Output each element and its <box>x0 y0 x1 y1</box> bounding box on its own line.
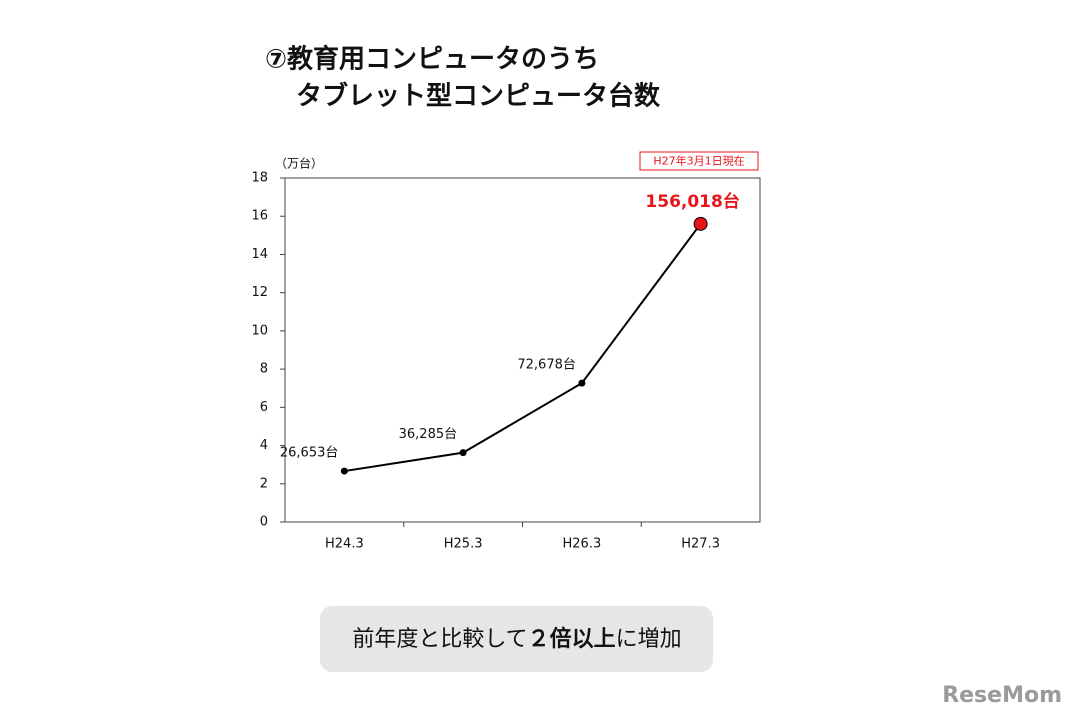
x-tick-label: H25.3 <box>444 537 483 552</box>
y-tick-label: 4 <box>260 438 268 453</box>
annotation: H27年3月1日現在 <box>653 154 744 168</box>
y-tick-label: 10 <box>251 323 268 338</box>
callout: 前年度と比較して２倍以上に増加 <box>352 626 681 652</box>
callout-emphasis: ２倍以上 <box>528 626 616 652</box>
line <box>344 223 702 473</box>
value-label: 72,678台 <box>517 358 576 373</box>
callout-text: に増加 <box>616 627 682 652</box>
point <box>693 216 708 231</box>
annotation-box <box>639 151 759 171</box>
y-tick-label: 2 <box>260 476 268 491</box>
value-label: 156,018台 <box>645 191 739 212</box>
chart-title: ⑦教育用コンピュータのうち <box>265 44 599 75</box>
y-tick-label: 6 <box>260 400 268 415</box>
y-tick-label: 12 <box>251 285 268 300</box>
y-tick-label: 8 <box>260 362 268 377</box>
logo: ReseMom <box>942 683 1062 708</box>
point <box>459 449 467 457</box>
callout-box <box>320 606 713 672</box>
y-tick-label: 0 <box>260 515 268 530</box>
chart-title: タブレット型コンピュータ台数 <box>296 81 661 112</box>
y-axis-label: （万台） <box>275 156 323 171</box>
x-tick-label: H27.3 <box>681 537 720 552</box>
y-tick-label: 18 <box>251 171 268 186</box>
point <box>578 379 586 387</box>
x-tick-label: H26.3 <box>563 537 602 552</box>
y-tick-label: 16 <box>251 209 268 224</box>
plot-frame <box>284 177 761 523</box>
value-label: 36,285台 <box>399 427 458 442</box>
y-tick-label: 14 <box>251 247 268 262</box>
point <box>340 467 348 475</box>
x-tick-label: H24.3 <box>325 537 364 552</box>
callout-text: 前年度と比較して <box>352 627 527 652</box>
value-label: 26,653台 <box>280 446 339 461</box>
